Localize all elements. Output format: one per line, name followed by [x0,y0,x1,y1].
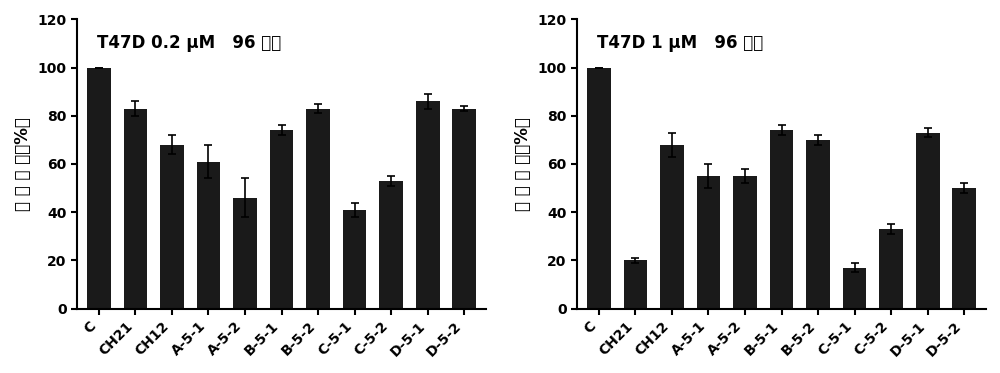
Bar [660,145,684,308]
Bar [233,198,257,308]
Bar [916,133,940,308]
Bar [160,145,184,308]
Bar [697,176,720,308]
Bar [733,176,757,308]
Text: T47D 1 μM   96 小时: T47D 1 μM 96 小时 [597,34,764,52]
Bar [806,140,830,308]
Bar [197,162,220,308]
Bar [452,109,476,308]
Bar [343,210,366,308]
Bar [587,68,611,308]
Bar [416,101,440,308]
Text: T47D 0.2 μM   96 小时: T47D 0.2 μM 96 小时 [97,34,282,52]
Bar [624,260,647,308]
Bar [124,109,147,308]
Bar [379,181,403,308]
Bar [770,130,793,308]
Bar [879,229,903,308]
Bar [952,188,976,308]
Bar [843,267,866,308]
Bar [87,68,111,308]
Y-axis label: 细 胞 存 活（%）: 细 胞 存 活（%） [514,117,532,211]
Bar [270,130,293,308]
Bar [306,109,330,308]
Y-axis label: 细 胞 存 活（%）: 细 胞 存 活（%） [14,117,32,211]
